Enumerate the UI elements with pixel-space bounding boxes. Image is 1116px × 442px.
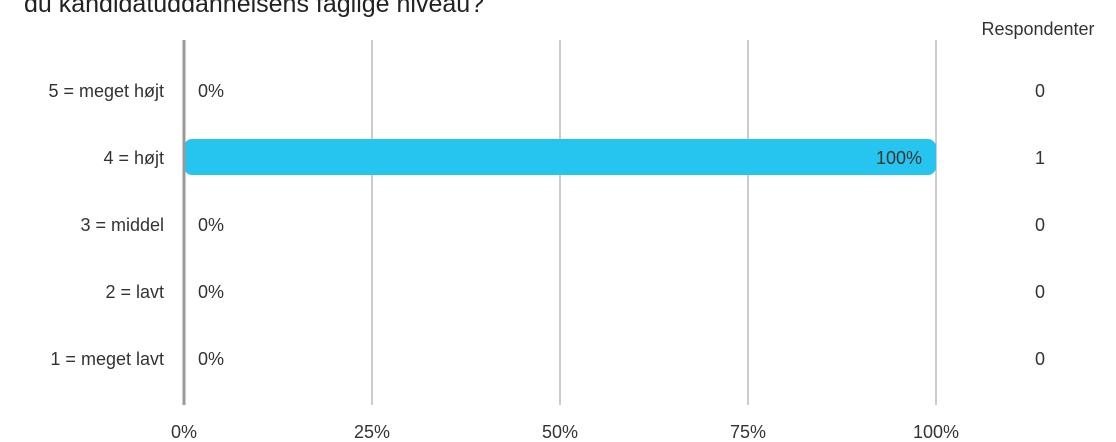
value-label: 0% — [198, 349, 224, 369]
category-label: 3 = middel — [80, 215, 164, 235]
chart-title: du kandidatuddannelsens faglige niveau? — [24, 0, 485, 18]
respondents-header: Respondenter — [981, 19, 1094, 39]
value-label: 0% — [198, 81, 224, 101]
x-tick-label: 0% — [171, 422, 197, 442]
respondent-count: 0 — [1035, 349, 1045, 369]
category-label: 1 = meget lavt — [50, 349, 164, 369]
category-label: 4 = højt — [103, 148, 164, 168]
respondent-count: 0 — [1035, 81, 1045, 101]
x-tick-label: 25% — [354, 422, 390, 442]
category-label: 5 = meget højt — [48, 81, 164, 101]
value-label: 0% — [198, 282, 224, 302]
x-tick-label: 50% — [542, 422, 578, 442]
x-tick-label: 100% — [913, 422, 959, 442]
respondent-count: 1 — [1035, 148, 1045, 168]
respondent-count: 0 — [1035, 215, 1045, 235]
respondent-count: 0 — [1035, 282, 1045, 302]
value-label: 100% — [876, 148, 922, 168]
bar — [184, 139, 936, 175]
x-tick-label: 75% — [730, 422, 766, 442]
category-label: 2 = lavt — [105, 282, 164, 302]
value-label: 0% — [198, 215, 224, 235]
